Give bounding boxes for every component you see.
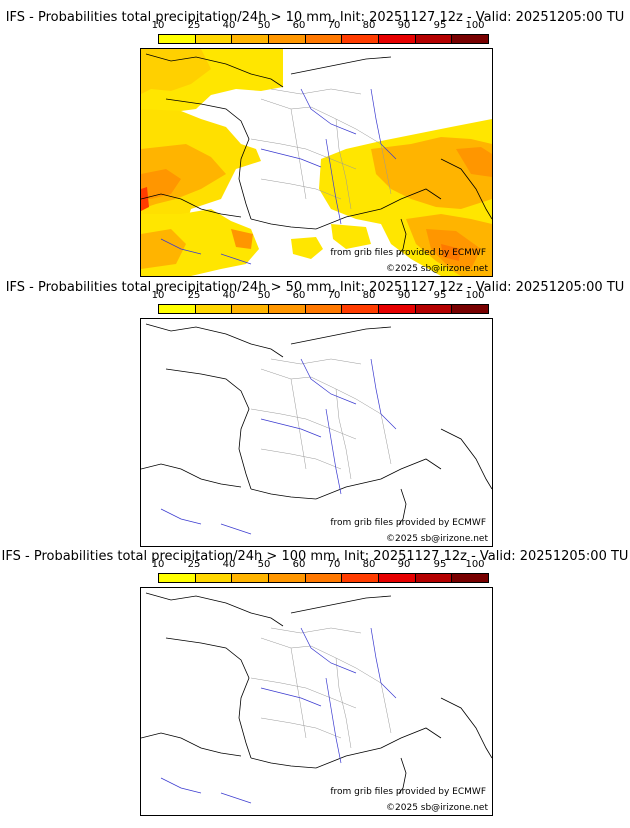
legend-tick: 50 — [257, 290, 271, 301]
legend-tick: 80 — [362, 559, 376, 570]
precip-field — [141, 49, 492, 276]
coastline — [141, 592, 492, 794]
legend-swatch — [452, 574, 489, 582]
legend-swatch — [159, 305, 196, 313]
data-source-credit: from grib files provided by ECMWF — [330, 787, 486, 797]
legend-tick: 70 — [327, 290, 341, 301]
legend-tick: 90 — [397, 20, 411, 31]
copyright-credit: ©2025 sb@irizone.net — [386, 534, 488, 544]
map-canvas — [141, 49, 492, 276]
coastline — [141, 53, 492, 255]
legend-tick: 50 — [257, 559, 271, 570]
legend-tick: 10 — [151, 290, 165, 301]
legend-swatch — [415, 305, 453, 313]
color-legend — [158, 34, 489, 44]
legend-tick: 25 — [187, 20, 201, 31]
data-source-credit: from grib files provided by ECMWF — [330, 248, 486, 258]
probability-map: from grib files provided by ECMWF ©2025 … — [140, 318, 493, 547]
legend-tick: 80 — [362, 290, 376, 301]
legend-tick: 25 — [187, 559, 201, 570]
legend-tick: 60 — [292, 20, 306, 31]
legend-swatch — [379, 574, 416, 582]
legend-swatch — [415, 35, 453, 43]
legend-ticks: 10 25 40 50 60 70 80 90 95 100 — [0, 290, 630, 304]
legend-swatch — [305, 574, 343, 582]
panel-10mm: IFS - Probabilities total precipitation/… — [0, 0, 630, 277]
admin-borders — [250, 627, 392, 749]
legend-tick: 10 — [151, 559, 165, 570]
legend-swatch — [379, 35, 416, 43]
legend-tick: 40 — [222, 559, 236, 570]
legend-swatch — [379, 305, 416, 313]
legend-tick: 100 — [465, 290, 485, 301]
legend-swatch — [452, 35, 489, 43]
panel-title: IFS - Probabilities total precipitation/… — [5, 10, 625, 25]
panel-50mm: IFS - Probabilities total precipitation/… — [0, 270, 630, 547]
legend-swatch — [342, 574, 380, 582]
map-canvas — [141, 592, 492, 804]
panel-100mm: IFS - Probabilities total precipitation/… — [0, 539, 630, 816]
coastline — [141, 323, 492, 525]
legend-swatch — [342, 35, 380, 43]
copyright-credit: ©2025 sb@irizone.net — [386, 264, 488, 274]
legend-tick: 25 — [187, 290, 201, 301]
legend-tick: 100 — [465, 20, 485, 31]
legend-ticks: 10 25 40 50 60 70 80 90 95 100 — [0, 559, 630, 573]
panel-title: IFS - Probabilities total precipitation/… — [1, 549, 629, 564]
legend-tick: 70 — [327, 559, 341, 570]
legend-swatch — [305, 35, 343, 43]
legend-swatch — [415, 574, 453, 582]
rivers — [160, 88, 397, 265]
legend-tick: 95 — [433, 559, 447, 570]
legend-swatch — [195, 574, 233, 582]
legend-tick: 95 — [433, 290, 447, 301]
map-canvas — [141, 323, 492, 535]
legend-tick: 60 — [292, 559, 306, 570]
legend-tick: 100 — [465, 559, 485, 570]
legend-swatch — [305, 305, 343, 313]
rivers — [160, 358, 397, 535]
legend-swatch — [195, 35, 233, 43]
color-legend — [158, 573, 489, 583]
legend-tick: 90 — [397, 290, 411, 301]
legend-swatch — [269, 305, 306, 313]
legend-tick: 90 — [397, 559, 411, 570]
legend-swatch — [342, 305, 380, 313]
panel-title: IFS - Probabilities total precipitation/… — [5, 280, 625, 295]
legend-swatch — [269, 574, 306, 582]
rivers — [160, 627, 397, 804]
legend-swatch — [159, 35, 196, 43]
legend-swatch — [232, 305, 270, 313]
legend-swatch — [269, 35, 306, 43]
legend-tick: 10 — [151, 20, 165, 31]
copyright-credit: ©2025 sb@irizone.net — [386, 803, 488, 813]
legend-tick: 40 — [222, 290, 236, 301]
legend-tick: 80 — [362, 20, 376, 31]
legend-swatch — [232, 574, 270, 582]
admin-borders — [250, 88, 392, 210]
probability-map: from grib files provided by ECMWF ©2025 … — [140, 48, 493, 277]
legend-swatch — [232, 35, 270, 43]
legend-tick: 40 — [222, 20, 236, 31]
admin-borders — [250, 358, 392, 480]
legend-tick: 95 — [433, 20, 447, 31]
legend-ticks: 10 25 40 50 60 70 80 90 95 100 — [0, 20, 630, 34]
legend-swatch — [452, 305, 489, 313]
data-source-credit: from grib files provided by ECMWF — [330, 518, 486, 528]
legend-swatch — [195, 305, 233, 313]
legend-tick: 50 — [257, 20, 271, 31]
legend-swatch — [159, 574, 196, 582]
legend-tick: 70 — [327, 20, 341, 31]
color-legend — [158, 304, 489, 314]
probability-map: from grib files provided by ECMWF ©2025 … — [140, 587, 493, 816]
legend-tick: 60 — [292, 290, 306, 301]
